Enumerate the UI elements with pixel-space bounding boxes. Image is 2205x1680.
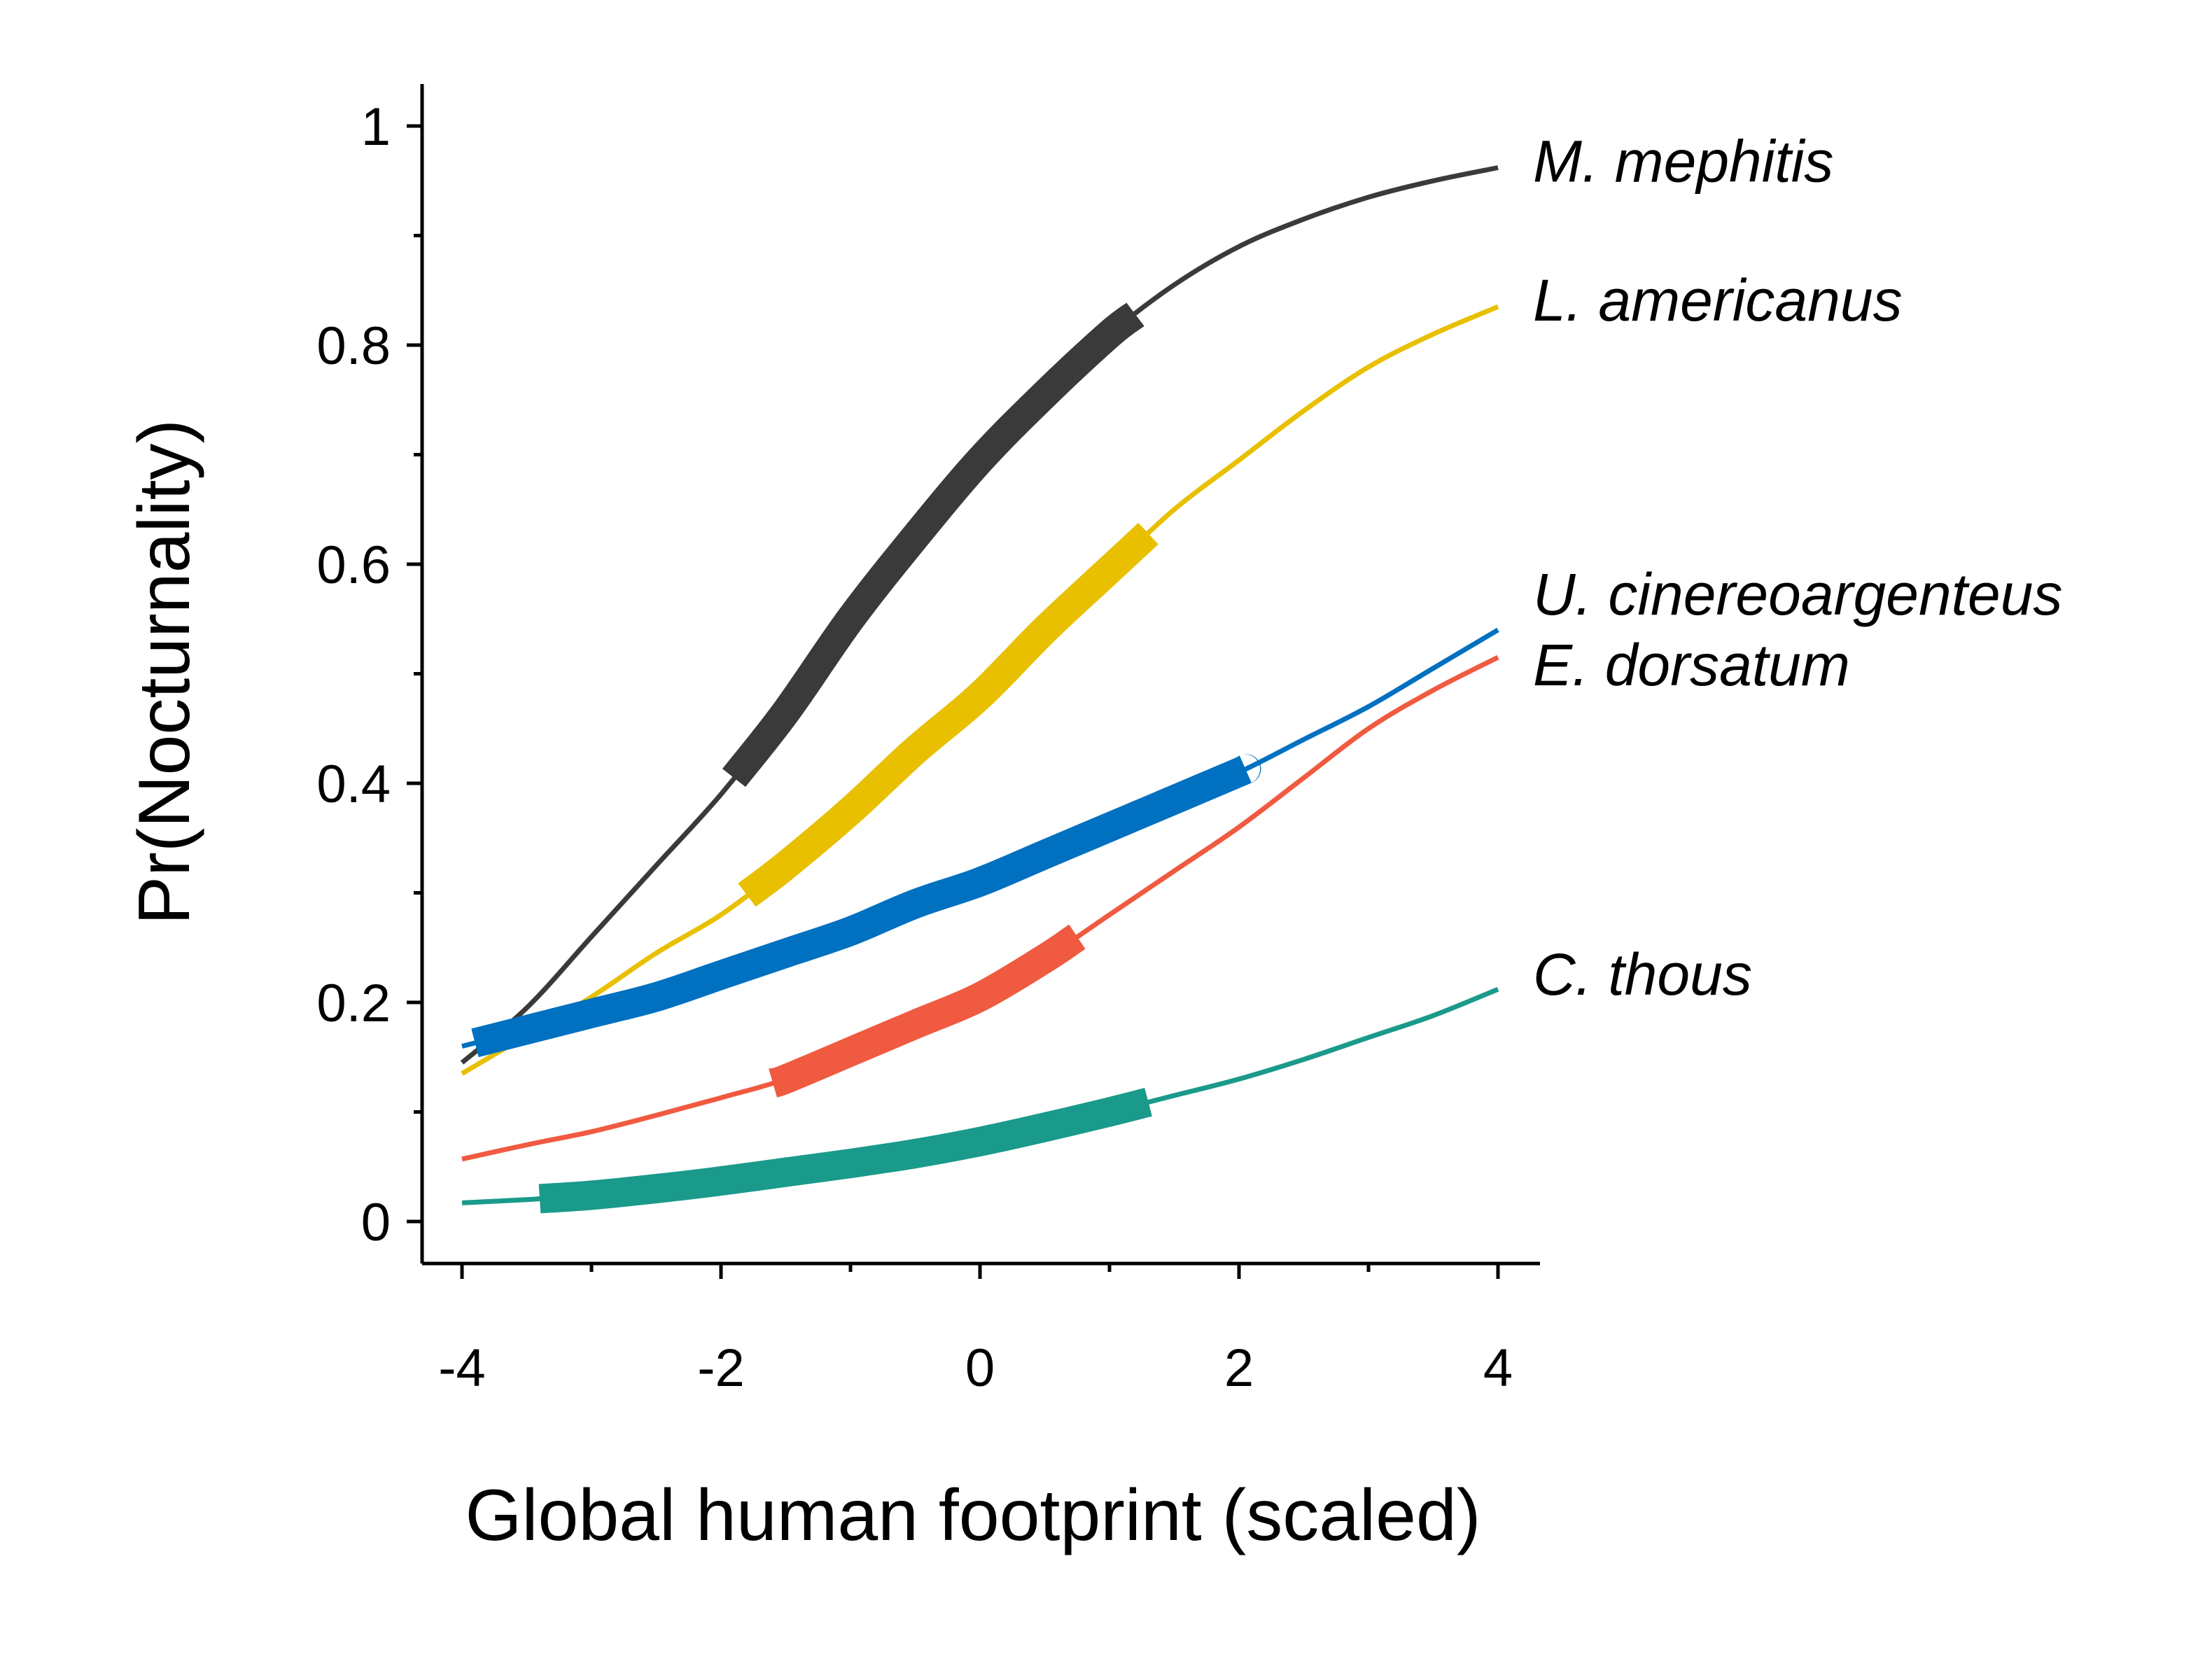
- x-tick-label: 2: [1224, 1338, 1254, 1398]
- y-tick-label: 0.8: [316, 316, 391, 376]
- series-label: M. mephitis: [1533, 128, 1833, 194]
- series-highlight: [471, 754, 1261, 1058]
- series-label: C. thous: [1533, 941, 1752, 1007]
- y-tick-label: 0.2: [316, 974, 391, 1033]
- series-highlight: [722, 302, 1144, 788]
- labels-layer: M. mephitis L. americanus U. cinereoargent…: [1533, 128, 2062, 1007]
- y-tick-label: 0: [361, 1193, 391, 1252]
- series-u-cinereoargenteus: [461, 627, 1499, 1058]
- x-tick-label: -4: [438, 1338, 486, 1398]
- y-tick-label: 0.4: [316, 755, 391, 814]
- series-label: U. cinereoargenteus: [1533, 561, 2062, 627]
- y-axis-title: Pr(Nocturnality): [124, 419, 205, 925]
- series-label: E. dorsatum: [1533, 632, 1850, 698]
- axes: 0 0.2 0.4 0.6 0.8 1 -4 -2 0 2 4: [316, 84, 1540, 1398]
- series-l-americanus: [461, 304, 1499, 1076]
- series-highlight: [538, 1088, 1152, 1214]
- series-highlight: [769, 924, 1086, 1098]
- x-tick-label: -2: [697, 1338, 745, 1398]
- series-line: [460, 165, 1499, 1065]
- series-label: L. americanus: [1533, 267, 1903, 333]
- series-highlight: [738, 522, 1158, 907]
- series-m-mephitis: [460, 165, 1499, 1065]
- series-c-thous: [461, 986, 1499, 1214]
- series-e-dorsatum: [461, 654, 1499, 1162]
- x-tick-label: 0: [965, 1338, 995, 1398]
- x-tick-label: 4: [1483, 1338, 1513, 1398]
- series-layer: [460, 165, 1499, 1214]
- y-tick-label: 0.6: [316, 536, 391, 595]
- x-axis-title: Global human footprint (scaled): [465, 1475, 1481, 1556]
- y-tick-label: 1: [361, 97, 391, 157]
